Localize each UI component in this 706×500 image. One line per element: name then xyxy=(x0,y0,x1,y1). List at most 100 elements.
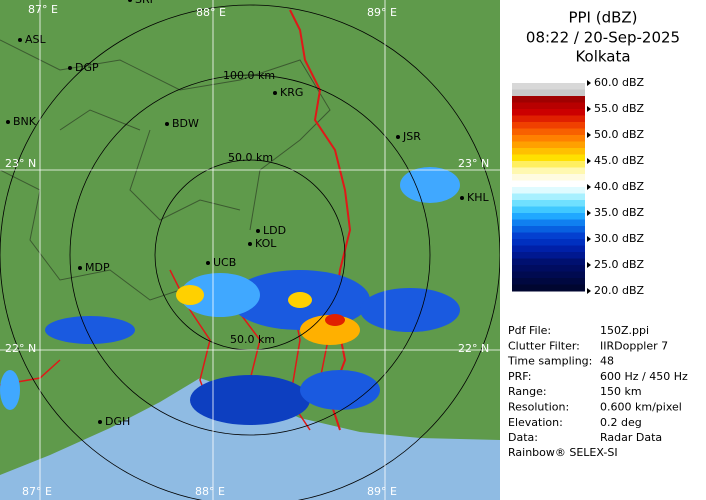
city-label: UCB xyxy=(213,256,236,269)
legend-swatch xyxy=(512,102,585,110)
city-dot xyxy=(165,122,169,126)
legend-swatch xyxy=(512,148,585,155)
range-label: 50.0 km xyxy=(228,151,273,164)
graticule xyxy=(0,0,500,500)
sea xyxy=(0,378,500,500)
city-dot xyxy=(273,91,277,95)
legend-label: 40.0 dBZ xyxy=(594,180,645,193)
legend-arrow xyxy=(587,236,591,242)
lon-label: 88° E xyxy=(195,485,225,498)
legend-swatch xyxy=(512,174,585,181)
lon-label: 89° E xyxy=(367,485,397,498)
city-label: ASL xyxy=(25,33,47,46)
legend-swatch xyxy=(512,141,585,149)
legend-swatch xyxy=(512,128,585,136)
city-label: KRG xyxy=(280,86,303,99)
legend-swatch xyxy=(512,278,585,285)
legend-swatch xyxy=(512,284,585,292)
city-label: BNK xyxy=(13,115,37,128)
legend-swatch xyxy=(512,200,585,207)
legend-swatch xyxy=(512,193,585,201)
legend-arrow xyxy=(587,80,591,86)
city-dot xyxy=(68,66,72,70)
info-label: Elevation: xyxy=(508,416,563,429)
info-label: Resolution: xyxy=(508,401,569,414)
map: 87° E 88° E 89° E 87° E 88° E 89° E 23° … xyxy=(0,0,500,500)
legend-arrow xyxy=(587,132,591,138)
info-value: IIRDoppler 7 xyxy=(600,339,668,352)
info-value: Radar Data xyxy=(600,431,662,444)
panel-time: 08:22 / 20-Sep-2025 xyxy=(526,29,680,47)
legend-label: 55.0 dBZ xyxy=(594,102,645,115)
city-dot xyxy=(98,420,102,424)
legend-arrow xyxy=(587,106,591,112)
info-value: 48 xyxy=(600,355,614,368)
legend-swatch xyxy=(512,83,585,90)
legend-swatch xyxy=(512,219,585,227)
city-dot xyxy=(460,196,464,200)
border xyxy=(289,9,352,431)
city-dot xyxy=(206,261,210,265)
legend-swatch xyxy=(512,271,585,279)
city-label: KOL xyxy=(255,237,277,250)
legend-label: 45.0 dBZ xyxy=(594,154,645,167)
legend-swatch xyxy=(512,122,585,129)
city-label: LDD xyxy=(263,224,286,237)
legend-swatch xyxy=(512,154,585,162)
range-label: 100.0 km xyxy=(223,69,275,82)
legend-label: 30.0 dBZ xyxy=(594,232,645,245)
legend-label: 50.0 dBZ xyxy=(594,128,645,141)
district-border xyxy=(0,39,331,171)
city-label: SRI xyxy=(135,0,153,6)
info-value: 0.600 km/pixel xyxy=(600,401,682,414)
info-value: 150Z.ppi xyxy=(600,324,649,337)
info-label: PRF: xyxy=(508,370,531,383)
legend-arrow xyxy=(587,184,591,190)
legend-arrow xyxy=(587,158,591,164)
legend-swatch xyxy=(512,252,585,259)
legend-arrow xyxy=(587,210,591,216)
legend-label: 20.0 dBZ xyxy=(594,284,645,297)
lon-label: 89° E xyxy=(367,6,397,19)
info-value: 0.2 deg xyxy=(600,416,642,429)
legend-swatch xyxy=(512,213,585,220)
info-label: Pdf File: xyxy=(508,324,551,337)
city-dot xyxy=(78,266,82,270)
lat-label: 22° N xyxy=(458,342,489,355)
legend-label: 60.0 dBZ xyxy=(594,76,645,89)
city-dot xyxy=(6,120,10,124)
city-label: DGH xyxy=(105,415,130,428)
info-label: Data: xyxy=(508,431,538,444)
lon-label: 87° E xyxy=(22,485,52,498)
legend-swatch xyxy=(512,89,585,97)
lat-label: 23° N xyxy=(458,157,489,170)
city-label: KHL xyxy=(467,191,489,204)
legend-swatch xyxy=(512,96,585,103)
info-label: Range: xyxy=(508,385,547,398)
footer: Rainbow® SELEX-SI xyxy=(508,446,618,459)
legend-arrow xyxy=(587,262,591,268)
legend-swatch xyxy=(512,258,585,266)
city-label: MDP xyxy=(85,261,110,274)
city-label: DGP xyxy=(75,61,99,74)
city-label: BDW xyxy=(172,117,199,130)
legend-swatch xyxy=(512,232,585,240)
panel-site: Kolkata xyxy=(575,48,630,66)
district-border xyxy=(0,109,261,301)
info-value: 150 km xyxy=(600,385,642,398)
info-value: 600 Hz / 450 Hz xyxy=(600,370,688,383)
legend-label: 25.0 dBZ xyxy=(594,258,645,271)
lat-label: 22° N xyxy=(5,342,36,355)
city-dot xyxy=(256,229,260,233)
city-dot xyxy=(248,242,252,246)
legend-swatch xyxy=(512,115,585,123)
legend-swatch xyxy=(512,226,585,233)
legend-swatch xyxy=(512,187,585,194)
panel-title: PPI (dBZ) xyxy=(568,9,637,27)
legend-swatch xyxy=(512,245,585,253)
legend-arrow xyxy=(587,288,591,294)
legend-swatch xyxy=(512,109,585,116)
city-dot xyxy=(396,135,400,139)
